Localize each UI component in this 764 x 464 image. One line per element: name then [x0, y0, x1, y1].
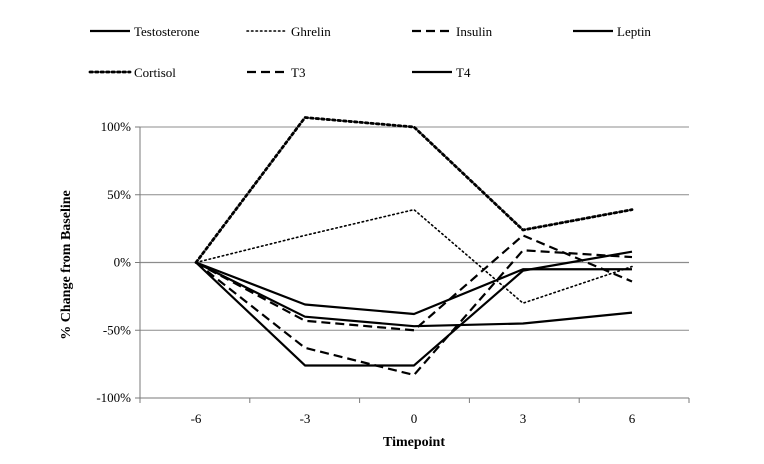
x-tick-label: 3 [520, 411, 527, 426]
y-tick-label: 0% [114, 255, 132, 270]
x-tick-label: -3 [300, 411, 311, 426]
x-tick-label: 0 [411, 411, 418, 426]
legend-label: Cortisol [134, 65, 176, 80]
legend-label: T4 [456, 65, 471, 80]
series-line-t3 [195, 249, 633, 377]
series-layer [194, 116, 634, 377]
series-line-insulin [195, 234, 633, 332]
legend-label: Leptin [617, 24, 651, 39]
legend: Testosterone Ghrelin Insulin Leptin Cortisol… [88, 24, 651, 80]
legend-label: Insulin [456, 24, 493, 39]
y-axis-title: % Change from Baseline [59, 190, 74, 339]
x-axis-title: Timepoint [383, 435, 445, 450]
legend-label: T3 [291, 65, 305, 80]
y-tick-label: 100% [101, 119, 132, 134]
legend-item-insulin: Insulin [412, 24, 493, 39]
legend-item-cortisol: Cortisol [88, 65, 176, 80]
series-line-leptin [195, 261, 633, 328]
gridlines [140, 126, 689, 399]
series-line-t4 [195, 250, 633, 367]
legend-item-leptin: Leptin [573, 24, 651, 39]
series-line-cortisol [194, 116, 634, 264]
legend-item-t3: T3 [247, 65, 305, 80]
y-tick-label: -50% [103, 322, 131, 337]
series-line-testosterone [195, 261, 632, 316]
y-tick-label: -100% [96, 390, 131, 405]
legend-item-ghrelin: Ghrelin [246, 24, 331, 39]
series-line-ghrelin [195, 208, 633, 304]
legend-label: Testosterone [134, 24, 200, 39]
legend-item-testosterone: Testosterone [90, 24, 200, 39]
legend-item-t4: T4 [412, 65, 471, 80]
y-tick-label: 50% [107, 187, 131, 202]
axes [135, 126, 690, 403]
legend-label: Ghrelin [291, 24, 331, 39]
x-tick-label: 6 [629, 411, 636, 426]
x-tick-label: -6 [191, 411, 202, 426]
tick-labels: -100% -50% 0% 50% 100% -6 -3 0 3 6 [96, 119, 635, 426]
